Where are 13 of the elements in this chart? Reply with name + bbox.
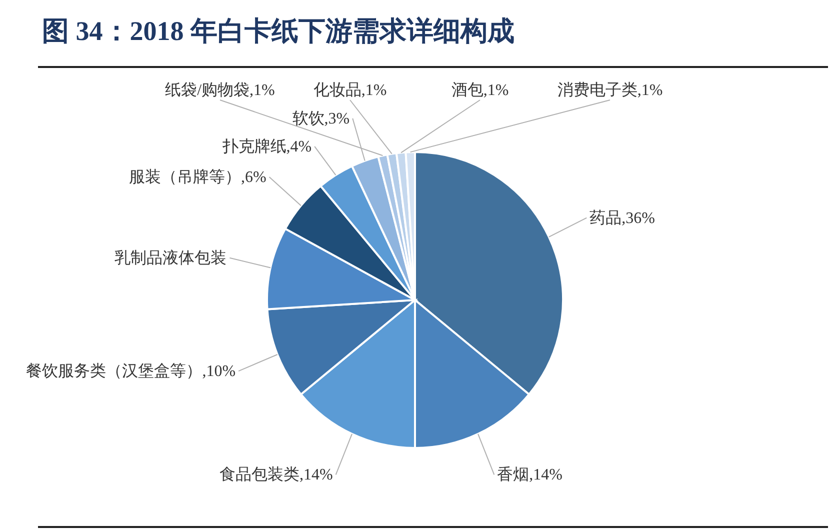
slice-label: 软饮,3% bbox=[292, 110, 350, 128]
slice-label: 消费电子类,1% bbox=[557, 81, 663, 99]
slice-label: 药品,36% bbox=[590, 208, 655, 227]
slice-label: 餐饮服务类（汉堡盒等）,10% bbox=[26, 362, 236, 380]
slice-label: 食品包装类,14% bbox=[219, 466, 333, 484]
slice-label: 纸袋/购物袋,1% bbox=[165, 82, 275, 99]
slice-label: 酒包,1% bbox=[451, 81, 509, 99]
slice-label: 香烟,14% bbox=[497, 466, 563, 484]
slice-label: 乳制品液体包装 bbox=[114, 248, 227, 267]
slice-label: 服装（吊牌等）,6% bbox=[128, 168, 266, 186]
slice-label: 扑克牌纸,4% bbox=[221, 137, 312, 156]
chart-title: 图 34：2018 年白卡纸下游需求详细构成 bbox=[42, 16, 514, 46]
slice-label: 化妆品,1% bbox=[313, 82, 387, 99]
